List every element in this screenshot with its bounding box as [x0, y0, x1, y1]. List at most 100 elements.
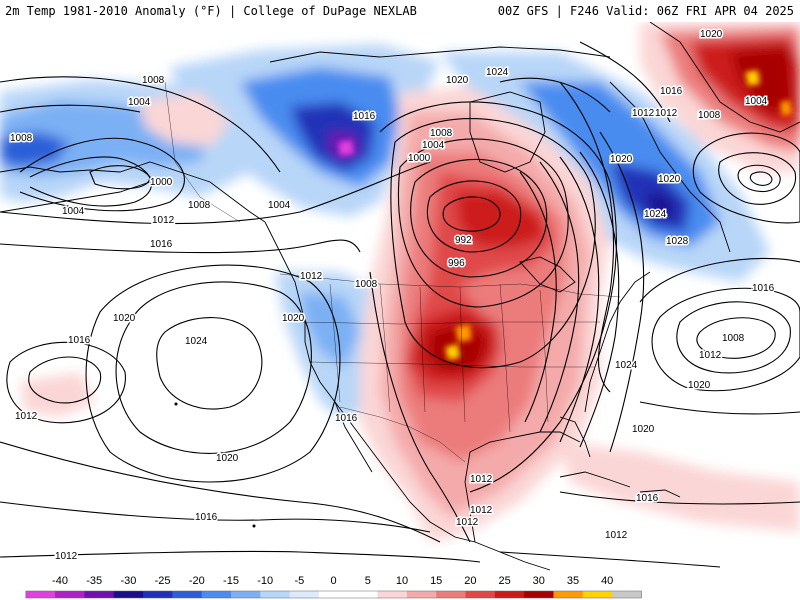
isobar-1008-central-low [390, 118, 596, 369]
warm-anomaly-atlantic [560, 442, 800, 532]
isobar-label: 1008 [188, 200, 211, 211]
isobar-label: 1020 [610, 154, 633, 165]
isobar-label: 1012 [152, 215, 175, 226]
isobar-label: 1020 [446, 75, 469, 86]
isobar-1020-atlantic-south [639, 401, 800, 415]
isobar-packing-1 [519, 171, 557, 423]
border-state-4 [459, 286, 466, 423]
legend-tick-label: 40 [601, 575, 613, 587]
border-state-2 [379, 283, 391, 413]
isobar-label: 1008 [722, 333, 745, 344]
isobar-label: 1004 [422, 140, 445, 151]
isobar-label: 1012 [456, 517, 479, 528]
coastlines [0, 22, 800, 571]
legend-tick-label: -15 [223, 575, 239, 587]
legend-color-swatch [84, 591, 115, 598]
coast-alaska [0, 161, 266, 223]
isobars [0, 41, 800, 568]
isobar-1024-greenland [499, 77, 611, 113]
legend-tick-label: 20 [464, 575, 476, 587]
legend-color-swatch [377, 591, 408, 598]
border-state-6 [539, 289, 549, 423]
anomaly-map: 1008 1004 1008 1000 1004 1008 1012 1016 … [0, 22, 800, 571]
isobar-1004-aleutian [29, 156, 152, 207]
border-state-row-2 [309, 361, 595, 368]
isobar-label: 1008 [698, 110, 721, 121]
coast-caribbean-cuba [559, 471, 631, 488]
isobar-1004-central-low [398, 138, 569, 308]
isobar-1016-caribbean [559, 491, 800, 505]
coast-hudson-bay [469, 91, 546, 173]
isobar-label: 1012 [699, 350, 722, 361]
isobar-label: 1028 [666, 236, 689, 247]
isobar-label: 996 [448, 258, 465, 269]
coast-aleutians [0, 181, 151, 213]
pressure-markers [174, 402, 487, 528]
cold-anomaly-hotspot [338, 140, 354, 156]
legend-color-swatch [231, 591, 261, 598]
legend-color-swatch [406, 591, 437, 598]
borders [164, 81, 621, 463]
isobar-label: 992 [455, 235, 472, 246]
isobar-1012-small-low [28, 356, 102, 404]
legend-tick-label: -40 [52, 575, 68, 587]
legend-color-swatch [25, 591, 56, 598]
isobar-label: 1012 [605, 530, 628, 541]
isobar-label: 1012 [300, 271, 323, 282]
legend-color-swatch [260, 591, 291, 598]
isobar-1008-aleutian [19, 137, 185, 212]
isobar-label: 1004 [268, 200, 291, 211]
isobar-packing-4 [579, 151, 620, 448]
isobar-1000-aleutian [89, 165, 151, 190]
isobar-label: 1020 [216, 453, 239, 464]
isobar-label: 1016 [150, 239, 173, 250]
isobar-label: 1024 [185, 336, 208, 347]
isobar-labels: 1008 1004 1008 1000 1004 1008 1012 1016 … [9, 28, 777, 564]
label-group: 1008 1004 1008 1000 1004 1008 1012 1016 … [9, 28, 777, 564]
legend-tick-label: 0 [331, 575, 337, 587]
legend-tick-labels: -40 -35 -30 -25 -20 -15 -10 -5 0 5 10 15 20 25 30 35 40 [52, 575, 613, 587]
isobar-992-central-low [442, 196, 501, 232]
coast-bc [264, 221, 301, 303]
legend-tick-label: -35 [86, 575, 102, 587]
isobar-packing-3 [559, 156, 600, 443]
isobar-label: 1000 [408, 153, 431, 164]
isobar-label: 1008 [355, 279, 378, 290]
isobar-1004-greenland-low [749, 171, 773, 186]
isobar-label: 1016 [195, 512, 218, 523]
coast-hispaniola [639, 489, 681, 498]
warm-anomaly-northern-core [455, 192, 545, 247]
isobar-label: 1016 [752, 283, 775, 294]
isobar-1020-pacific-high [115, 281, 312, 454]
warm-anomaly-hotspot-2 [445, 344, 460, 360]
coast-arctic [269, 46, 611, 63]
isobar-1016-atlantic-low [651, 287, 800, 392]
coast-us-west [299, 301, 366, 443]
warm-anomaly-greenland-deep [730, 47, 795, 112]
legend-tick-label: -5 [295, 575, 305, 587]
isobar-1012-central [379, 101, 617, 493]
pressure-dot [483, 505, 487, 509]
isobar-label: 1008 [142, 75, 165, 86]
warm-anomaly-east-pacific [20, 372, 95, 417]
isobar-label: 1020 [700, 29, 723, 40]
legend-outline [25, 590, 642, 599]
isobar-1016-small-low [6, 341, 126, 424]
legend-tick-label: 35 [567, 575, 579, 587]
isobar-label: 1016 [660, 86, 683, 97]
isobar-label: 1016 [636, 493, 659, 504]
isobar-label: 1004 [128, 97, 151, 108]
isobar-1008-west [0, 76, 281, 173]
border-us-mexico [339, 406, 466, 463]
warm-anomaly-gulf-alaska [140, 92, 230, 147]
isobar-1024-east [559, 81, 614, 393]
legend-color-swatch [172, 591, 203, 598]
isobar-1016-pacific-high [85, 264, 341, 483]
isobar-packing-2 [539, 161, 580, 433]
legend-color-bar [25, 590, 642, 599]
isobar-1008-atlantic-low [696, 317, 776, 359]
legend-color-swatch [113, 591, 144, 598]
border-alaska-canada [164, 81, 241, 223]
isobar-1012-greenland-low [718, 152, 797, 205]
isobar-1020-low-pacific [0, 441, 441, 543]
